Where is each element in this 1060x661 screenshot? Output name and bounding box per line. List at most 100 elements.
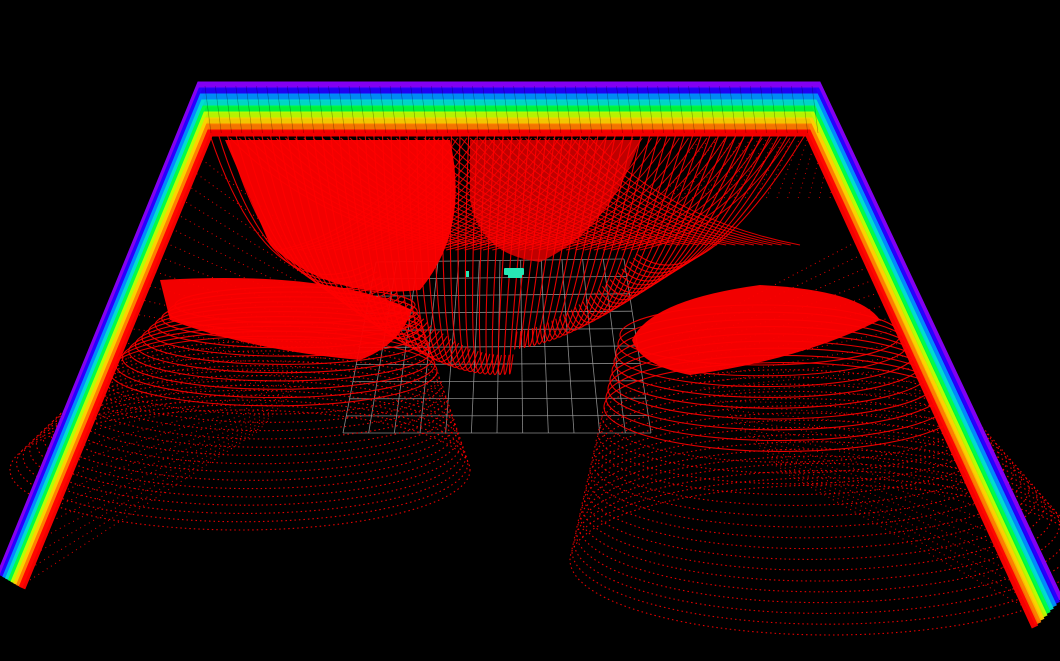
scan-ellipse <box>575 462 1060 604</box>
frame-streak <box>626 85 634 134</box>
frame-streak <box>616 85 623 134</box>
scan-ellipse <box>595 390 992 496</box>
scan-dotted-ray <box>85 384 302 433</box>
grid-line <box>352 380 643 383</box>
frame-streak <box>472 85 479 134</box>
frame-streak <box>441 85 448 134</box>
scan-dotted-ray <box>29 429 261 581</box>
frame-streak <box>317 85 325 134</box>
frame-streak <box>667 85 675 134</box>
scan-ellipse <box>9 409 471 531</box>
frame-streak <box>266 85 274 134</box>
frame-band <box>18 129 1039 629</box>
frame-streak <box>451 85 459 134</box>
scan-dotted-ray <box>709 392 931 398</box>
scan-curve <box>633 134 797 270</box>
frame-streak <box>605 85 613 134</box>
frame-streak <box>204 85 212 134</box>
scan-dotted-ray <box>746 435 984 509</box>
scan-dotted-ray <box>189 149 381 301</box>
scan-dotted-ray <box>40 420 269 551</box>
scan-dotted-ray <box>151 253 352 332</box>
scan-curve <box>613 134 754 290</box>
scan-dotted-ray <box>775 465 1025 598</box>
frame-streak <box>585 85 592 134</box>
frame-streak <box>780 85 788 134</box>
frame-streak <box>657 85 664 134</box>
frame-streak <box>359 85 366 134</box>
frame-streak <box>379 85 387 134</box>
frame-streak <box>554 85 562 134</box>
scan-ellipse <box>585 426 1030 550</box>
scan-dotted-ray <box>755 139 783 199</box>
scan-dotted-ray <box>734 139 767 199</box>
scan-curve <box>586 134 694 314</box>
detected-object <box>508 275 522 278</box>
scan-dotted-ray <box>750 439 990 522</box>
scan-ellipse <box>75 360 449 448</box>
scan-curve <box>582 134 685 317</box>
frame-streak <box>369 85 376 134</box>
scan-ellipse <box>583 434 1038 560</box>
frame-streak <box>297 85 304 134</box>
scan-curve <box>621 137 772 251</box>
scan-dotted-ray <box>767 456 1013 573</box>
frame-streak <box>698 85 706 134</box>
frame-streak <box>338 85 346 134</box>
frame-streak <box>729 85 736 134</box>
grid-line <box>349 397 646 400</box>
detected-objects <box>466 268 524 278</box>
frame-streak <box>575 85 582 134</box>
frame-streak <box>770 85 778 134</box>
frame-streak <box>719 85 726 134</box>
detected-object <box>466 271 469 277</box>
rainbow-frame <box>0 81 1060 629</box>
scan-dotted-ray <box>140 282 343 341</box>
frame-streak <box>225 85 232 134</box>
scan-dotted-ray <box>691 139 734 199</box>
frame-streak <box>482 85 490 134</box>
frame-streak <box>420 85 428 134</box>
frame-streak <box>328 85 335 134</box>
scan-dotted-ray <box>771 460 1019 585</box>
scan-dotted-ray <box>145 268 348 337</box>
scan-dotted-ray <box>73 393 294 462</box>
frame-streak <box>214 85 222 134</box>
laser-scan-surfaces <box>9 134 1060 636</box>
scan-curve <box>629 134 789 274</box>
scan-dotted-ray <box>742 430 978 496</box>
scan-dotted-ray <box>681 139 726 199</box>
scan-ellipse <box>62 370 453 465</box>
scan-dotted-ray <box>787 139 808 199</box>
frame-streak <box>791 85 798 134</box>
scan-ellipse <box>55 375 456 473</box>
scan-ellipse <box>16 404 469 523</box>
frame-streak <box>307 85 315 134</box>
frame-streak <box>245 85 253 134</box>
frame-streak <box>256 85 263 134</box>
frame-streak <box>400 85 407 134</box>
scan-dotted-ray <box>156 238 356 328</box>
frame-streak <box>647 85 654 134</box>
frame-streak <box>564 85 572 134</box>
frame-streak <box>749 85 757 134</box>
frame-streak <box>811 85 819 134</box>
scan-dotted-ray <box>101 371 314 388</box>
detected-object <box>504 268 524 275</box>
frame-streak <box>431 85 438 134</box>
scan-dotted-ray <box>766 139 792 199</box>
scan-ellipse <box>581 441 1045 571</box>
scan-dotted-ray <box>723 139 759 199</box>
frame-streak <box>492 85 500 134</box>
scan-ellipse <box>29 394 464 506</box>
scan-ellipse <box>88 350 445 432</box>
scan-dense-region <box>225 140 456 292</box>
scan-curve <box>457 134 483 373</box>
frame-streak <box>523 85 531 134</box>
scan-dense-region <box>160 278 412 360</box>
frame-streak <box>636 85 644 134</box>
scan-dotted-ray <box>162 223 360 323</box>
frame-streak <box>410 85 418 134</box>
scan-curve <box>590 134 703 311</box>
